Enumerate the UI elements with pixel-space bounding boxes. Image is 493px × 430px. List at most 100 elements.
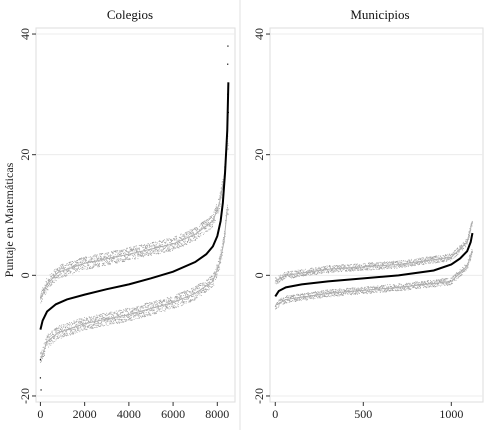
- interval-point: [140, 317, 142, 319]
- interval-point: [165, 306, 167, 308]
- interval-point: [372, 268, 374, 270]
- interval-point: [438, 260, 439, 262]
- interval-point: [76, 260, 78, 262]
- interval-point: [208, 288, 210, 290]
- y-tick-label: 20: [18, 149, 32, 161]
- interval-point: [329, 267, 331, 268]
- interval-point: [85, 258, 87, 260]
- interval-point: [354, 266, 356, 268]
- interval-point: [432, 257, 433, 259]
- interval-point: [44, 351, 46, 352]
- interval-point: [76, 269, 78, 271]
- interval-point: [73, 321, 75, 323]
- interval-point: [135, 306, 137, 308]
- interval-point: [302, 270, 304, 272]
- interval-point: [66, 335, 67, 337]
- interval-point: [142, 311, 144, 313]
- interval-point: [170, 307, 171, 309]
- interval-point: [48, 280, 50, 281]
- interval-point: [216, 204, 217, 206]
- interval-point: [92, 317, 94, 319]
- interval-point: [343, 267, 345, 269]
- interval-point: [128, 313, 130, 314]
- interval-point: [88, 321, 90, 323]
- interval-point: [164, 300, 165, 301]
- interval-point: [395, 266, 397, 268]
- interval-point: [97, 314, 99, 316]
- interval-point: [79, 329, 81, 331]
- interval-point: [120, 255, 122, 257]
- interval-point: [109, 259, 111, 261]
- interval-point: [89, 318, 91, 320]
- interval-point: [58, 336, 60, 338]
- interval-point: [196, 287, 198, 289]
- interval-point: [77, 326, 79, 328]
- interval-point: [190, 231, 192, 233]
- interval-point: [139, 249, 141, 251]
- interval-point: [215, 269, 217, 270]
- interval-point: [441, 259, 443, 261]
- interval-point: [175, 306, 177, 308]
- interval-point: [283, 298, 285, 300]
- interval-point: [444, 284, 446, 286]
- interval-point: [452, 251, 454, 253]
- interval-point: [132, 250, 134, 252]
- interval-point: [295, 271, 297, 273]
- interval-point: [76, 261, 78, 263]
- interval-point: [120, 313, 122, 314]
- interval-point: [370, 263, 372, 265]
- interval-point: [154, 313, 156, 315]
- interval-point: [40, 353, 42, 355]
- interval-point: [43, 353, 45, 355]
- interval-point: [436, 257, 438, 259]
- interval-point: [97, 324, 99, 326]
- interval-point: [324, 296, 326, 298]
- interval-point: [324, 267, 326, 269]
- interval-point: [109, 312, 111, 314]
- interval-point: [319, 295, 321, 297]
- interval-point: [435, 280, 437, 282]
- interval-point: [380, 289, 382, 291]
- interval-point: [164, 241, 165, 243]
- interval-point: [279, 298, 281, 300]
- interval-point: [121, 314, 123, 316]
- x-tick-label: 4000: [117, 407, 141, 421]
- interval-point: [194, 236, 196, 238]
- interval-point: [177, 247, 179, 249]
- interval-point: [373, 291, 374, 293]
- interval-point: [310, 270, 312, 272]
- interval-point: [294, 275, 296, 277]
- interval-point: [102, 324, 104, 326]
- interval-point: [311, 297, 313, 299]
- interval-point: [401, 265, 403, 267]
- interval-point: [153, 250, 155, 252]
- interval-point: [139, 314, 141, 316]
- interval-point: [70, 262, 72, 264]
- interval-point: [278, 299, 280, 301]
- interval-point: [187, 290, 189, 292]
- interval-point: [222, 179, 224, 180]
- interval-point: [395, 289, 397, 291]
- interval-point: [169, 298, 171, 300]
- interval-point: [62, 326, 64, 328]
- interval-point: [151, 245, 153, 247]
- interval-point: [307, 270, 309, 272]
- interval-point: [349, 291, 351, 293]
- interval-point: [124, 319, 126, 321]
- interval-point: [49, 340, 51, 342]
- interval-point: [290, 274, 292, 276]
- interval-point: [435, 285, 437, 287]
- interval-point: [188, 298, 189, 299]
- interval-point: [341, 293, 343, 295]
- interval-point: [434, 262, 436, 264]
- interval-point: [297, 294, 299, 296]
- interval-point: [387, 263, 388, 264]
- extreme-point: [39, 377, 42, 379]
- interval-point: [392, 290, 394, 291]
- interval-point: [444, 285, 446, 286]
- interval-point: [367, 288, 369, 289]
- interval-point: [408, 264, 410, 266]
- interval-point: [458, 251, 460, 253]
- interval-point: [125, 308, 126, 310]
- interval-point: [201, 290, 203, 292]
